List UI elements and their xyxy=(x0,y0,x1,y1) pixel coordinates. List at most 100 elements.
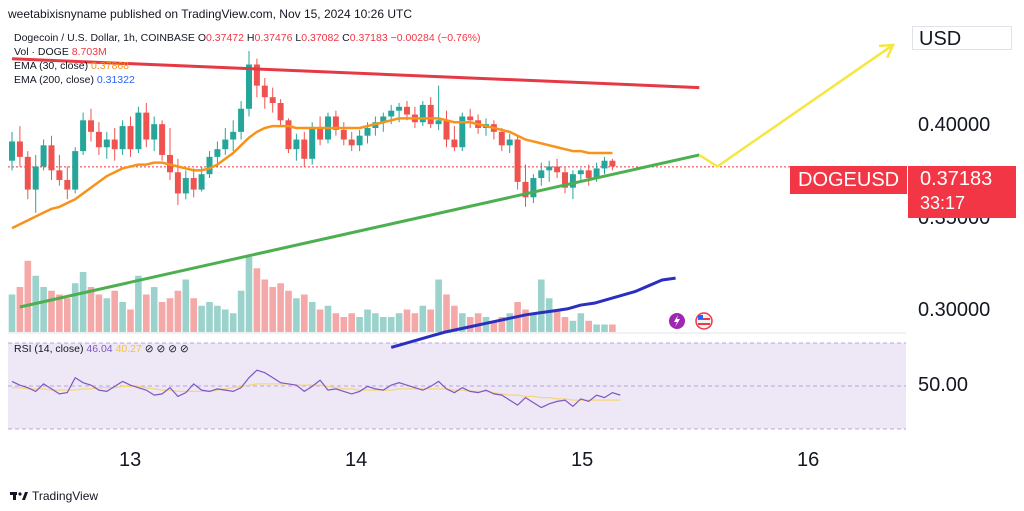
rsi-pane-bg xyxy=(8,342,906,430)
indicator-lines xyxy=(11,43,895,349)
legend-ema30-row[interactable]: EMA (30, close) 0.37868 xyxy=(14,59,481,73)
candle-body xyxy=(538,170,545,179)
volume-bar xyxy=(553,309,561,332)
volume-bar xyxy=(79,272,87,332)
rsi-tick: 50.00 xyxy=(918,374,969,396)
volume-bar xyxy=(24,260,32,332)
flag-stripe-icon xyxy=(698,318,710,320)
publisher-header: weetabixisnyname published on TradingVie… xyxy=(8,7,413,21)
volume-bar xyxy=(459,313,466,332)
candle-body xyxy=(332,116,339,130)
volume-bar xyxy=(340,317,348,332)
volume-bar xyxy=(316,309,324,332)
volume-bar xyxy=(601,324,608,332)
candle-body xyxy=(16,141,23,157)
volume-bar xyxy=(451,305,458,332)
candle-body xyxy=(269,97,276,103)
ema200-value: 0.31322 xyxy=(96,74,135,86)
candle-body xyxy=(285,120,292,150)
candle-body xyxy=(459,116,466,148)
ema30-value: 0.37868 xyxy=(91,60,130,72)
resistance-trendline xyxy=(11,57,700,90)
volume-bar xyxy=(308,302,316,332)
ohlc-c-label: C xyxy=(342,32,350,44)
ema30-line xyxy=(11,117,613,230)
price-tick: 0.30000 xyxy=(918,299,991,321)
candle-body xyxy=(506,139,513,146)
volume-bar xyxy=(198,305,205,332)
candle-body xyxy=(64,179,71,190)
candle-body xyxy=(585,170,592,179)
candle-body xyxy=(593,168,600,179)
ohlc-open: 0.37472 xyxy=(206,32,244,44)
candle-body xyxy=(135,112,142,150)
candle-body xyxy=(293,139,300,150)
legend-ema200-row[interactable]: EMA (200, close) 0.31322 xyxy=(14,73,481,87)
tradingview-footer[interactable]: TradingView xyxy=(10,489,98,503)
volume-bar xyxy=(253,268,261,332)
volume-bar xyxy=(301,294,308,332)
candle-body xyxy=(40,145,47,167)
candle-body xyxy=(364,128,371,136)
volume-bar xyxy=(87,287,95,332)
volume-bar xyxy=(214,305,221,332)
legend-volume-row[interactable]: Vol · DOGE 8.703M xyxy=(14,45,481,59)
candle-body xyxy=(609,160,616,167)
candle-body xyxy=(356,135,363,146)
candle-body xyxy=(230,131,237,140)
candle-body xyxy=(56,170,63,180)
candle-body xyxy=(348,139,355,146)
volume-bar xyxy=(261,279,269,332)
candle-body xyxy=(522,181,529,198)
candle-body xyxy=(435,120,442,125)
candle-body xyxy=(143,112,150,140)
volume-bar xyxy=(71,283,79,332)
volume-bar xyxy=(150,287,158,332)
volume-bar xyxy=(609,324,616,332)
volume-bar xyxy=(229,313,237,332)
candle-body xyxy=(95,131,102,148)
volume-bar xyxy=(95,294,103,332)
candle-body xyxy=(554,166,561,173)
candle-body xyxy=(388,110,395,117)
candle-body xyxy=(253,64,260,86)
candle-body xyxy=(309,128,316,159)
volume-bar xyxy=(222,309,229,332)
event-icons[interactable] xyxy=(669,312,713,330)
volume-bar xyxy=(585,320,592,332)
candle-body xyxy=(9,141,15,161)
rsi-legend[interactable]: RSI (14, close) 46.04 40.27 ⊘ ⊘ ⊘ ⊘ xyxy=(14,343,189,355)
symbol-badge: DOGEUSD xyxy=(790,166,908,194)
volume-bar xyxy=(530,313,537,332)
flag-stripe-icon xyxy=(698,323,710,325)
volume-bar xyxy=(506,313,513,332)
ohlc-change: −0.00284 (−0.76%) xyxy=(390,32,481,44)
rsi-line xyxy=(11,369,621,409)
rsi-hidden-icons[interactable]: ⊘ ⊘ ⊘ ⊘ xyxy=(144,343,189,355)
volume-bar xyxy=(348,313,355,332)
candle-body xyxy=(530,178,537,198)
symbol-title[interactable]: Dogecoin / U.S. Dollar, 1h, COINBASE xyxy=(14,32,195,44)
candle-body xyxy=(119,126,126,150)
volume-bar xyxy=(182,279,190,332)
candle-body xyxy=(214,149,221,157)
projection-arrowhead xyxy=(878,43,895,59)
ema200-label: EMA (200, close) xyxy=(14,74,94,86)
currency-selector[interactable]: USD xyxy=(912,26,1012,50)
time-tick: 15 xyxy=(571,449,594,471)
volume-bar xyxy=(419,305,427,332)
volume-bar xyxy=(545,298,553,332)
candle-body xyxy=(396,106,403,111)
candle-body xyxy=(198,174,205,190)
candle-body xyxy=(380,116,387,123)
volume-bar xyxy=(356,317,363,332)
candle-body xyxy=(103,139,110,148)
candle-body xyxy=(498,131,505,146)
ohlc-h-label: H xyxy=(246,32,255,44)
candle-body xyxy=(577,170,584,175)
candle-body xyxy=(246,64,252,109)
volume-bar xyxy=(466,317,474,332)
volume-bar xyxy=(522,309,529,332)
volume-bar xyxy=(411,313,419,332)
